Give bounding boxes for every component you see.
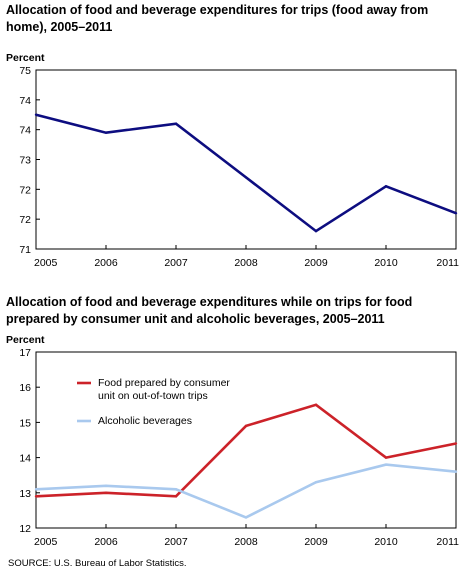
chart-2-ytick-label: 14 xyxy=(19,453,31,465)
chart-2-series-1-point xyxy=(174,488,178,491)
chart-2-series-0-point xyxy=(314,403,318,406)
chart-2-xtick-label: 2011 xyxy=(436,536,459,548)
chart-2-ytick-label: 12 xyxy=(19,523,31,535)
chart-1-title: Allocation of food and beverage expendit… xyxy=(6,3,429,34)
chart-2-series-0-point xyxy=(244,424,248,428)
chart-1-ytick-label: 73 xyxy=(19,155,31,167)
chart-2-series-1-point xyxy=(34,488,38,491)
chart-2-xtick-label: 2007 xyxy=(164,536,188,548)
chart-1-ytick-label: 71 xyxy=(19,244,31,256)
chart-2-legend-label-0: unit on out-of-town trips xyxy=(98,390,208,402)
chart-2-ytick-label: 16 xyxy=(19,382,31,394)
chart-2-series-0-point xyxy=(454,442,458,445)
chart-2-ytick-label: 13 xyxy=(19,488,31,500)
chart-1-xtick-label: 2011 xyxy=(436,257,459,269)
chart-2-series-0-point xyxy=(384,456,388,459)
chart-2: Percent 12 13 14 15 16 17 2005 2006 2007 2008 2009 2… xyxy=(6,334,459,548)
chart-2-legend-label-1: Alcoholic beverages xyxy=(98,415,192,427)
chart-1-xtick-label: 2005 xyxy=(34,257,58,269)
chart-2-ytick-label: 15 xyxy=(19,417,31,429)
chart-1-series-0-point xyxy=(174,122,178,125)
chart-2-series-0-point xyxy=(174,495,178,498)
chart-1-ytick-label: 72 xyxy=(19,214,31,226)
chart-1-ytick-label: 74 xyxy=(19,125,31,137)
chart-1-plot-frame xyxy=(35,69,457,250)
chart-2-xtick-label: 2005 xyxy=(34,536,58,548)
source-note: SOURCE: U.S. Bureau of Labor Statistics. xyxy=(8,558,187,569)
chart-1: Percent 71 72 72 73 74 74 75 2005 2006 2007 2008 200… xyxy=(6,52,459,269)
chart-2-series-1-point xyxy=(104,484,108,487)
chart-1-xtick-label: 2006 xyxy=(94,257,118,269)
chart-2-series-1-line xyxy=(35,463,457,519)
chart-2-xtick-label: 2006 xyxy=(94,536,118,548)
chart-1-xtick-label: 2007 xyxy=(164,257,188,269)
chart-1-xtick-label: 2008 xyxy=(234,257,258,269)
chart-2-series-1-point xyxy=(454,470,458,473)
chart-1-series-0-point xyxy=(34,113,38,116)
chart-1-series-0-point xyxy=(384,185,388,188)
chart-2-ytick-label: 17 xyxy=(19,347,31,359)
chart-2-xtick-label: 2009 xyxy=(304,536,328,548)
chart-2-series-0-point xyxy=(104,491,108,494)
chart-2-legend-label-0: Food prepared by consumer xyxy=(98,377,230,389)
chart-2-title: Allocation of food and beverage expendit… xyxy=(6,295,413,326)
chart-2-series-1-point xyxy=(314,481,318,484)
chart-2-series-0-point xyxy=(34,495,38,498)
chart-1-ytick-label: 74 xyxy=(19,95,31,107)
chart-1-series-0-point xyxy=(314,229,318,233)
chart-1-xtick-label: 2010 xyxy=(374,257,398,269)
chart-1-xtick-label: 2009 xyxy=(304,257,328,269)
chart-2-xtick-label: 2010 xyxy=(374,536,398,548)
chart-1-series-0-line xyxy=(35,113,457,233)
chart-2-xtick-label: 2008 xyxy=(234,536,258,548)
chart-1-ytick-label: 72 xyxy=(19,184,31,196)
chart-2-series-1-point xyxy=(384,463,388,466)
chart-2-ylabel: Percent xyxy=(6,334,45,346)
chart-2-series-1-point xyxy=(244,516,248,519)
chart-1-series-0-point xyxy=(244,176,248,179)
chart-1-ytick-label: 75 xyxy=(19,65,31,77)
chart-1-ylabel: Percent xyxy=(6,52,45,64)
chart-1-series-0-point xyxy=(104,131,108,134)
chart-1-series-0-point xyxy=(454,212,458,215)
